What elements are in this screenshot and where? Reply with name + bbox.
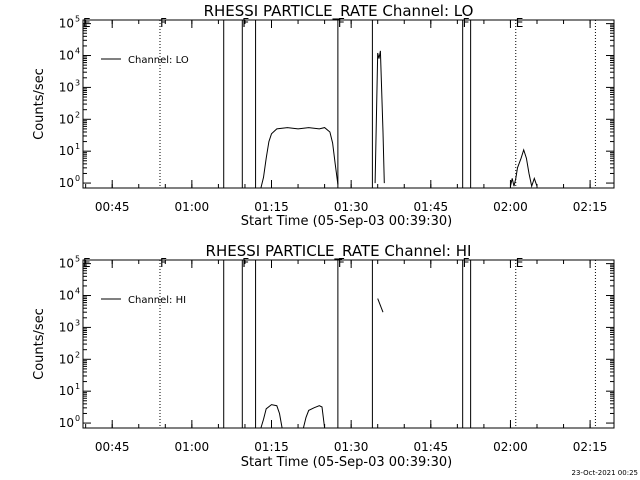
y-tick-exponent: 3 — [75, 318, 80, 327]
flag-label: F — [338, 256, 345, 270]
y-tick-exponent: 4 — [75, 47, 80, 56]
y-tick-label: 10 — [59, 80, 74, 94]
x-tick-label: 01:00 — [175, 440, 210, 454]
series-line — [510, 148, 538, 189]
series-line — [374, 50, 385, 184]
footer-timestamp: 23-Oct-2021 00:25 — [571, 469, 638, 477]
chart-title: RHESSI PARTICLE_RATE Channel: LO — [204, 2, 474, 21]
series-line — [260, 404, 283, 429]
y-tick-exponent: 2 — [75, 350, 80, 359]
y-tick-label: 10 — [59, 176, 74, 190]
flag-label: E — [83, 256, 91, 270]
x-tick-label: 01:00 — [175, 200, 210, 214]
flag-label: F — [463, 256, 470, 270]
y-axis-label: Counts/sec — [32, 308, 47, 380]
y-tick-label: 10 — [59, 112, 74, 126]
x-tick-label: 01:30 — [334, 440, 369, 454]
legend-label: Channel: LO — [128, 55, 189, 66]
x-tick-label: 02:00 — [493, 200, 528, 214]
x-tick-label: 01:45 — [414, 440, 449, 454]
y-tick-label: 10 — [59, 257, 74, 271]
flag-label: F — [160, 256, 167, 270]
x-tick-label: 00:45 — [95, 440, 130, 454]
series-line — [377, 298, 384, 313]
x-axis-label: Start Time (05-Sep-03 00:39:30) — [241, 455, 452, 470]
flag-label: F — [242, 16, 249, 30]
y-tick-label: 10 — [59, 352, 74, 366]
y-tick-exponent: 0 — [75, 174, 80, 183]
x-tick-label: 01:30 — [334, 200, 369, 214]
y-tick-exponent: 0 — [75, 414, 80, 423]
y-tick-label: 10 — [59, 289, 74, 303]
y-tick-exponent: 5 — [75, 255, 80, 264]
flag-label: E — [83, 16, 91, 30]
legend-label: Channel: HI — [128, 295, 186, 306]
flag-label: F — [338, 16, 345, 30]
y-tick-label: 10 — [59, 17, 74, 31]
y-tick-label: 10 — [59, 49, 74, 63]
flag-label: F — [160, 16, 167, 30]
flag-label: F — [242, 256, 249, 270]
x-tick-label: 00:45 — [95, 200, 130, 214]
y-tick-exponent: 4 — [75, 287, 80, 296]
chart-hi-channel: RHESSI PARTICLE_RATE Channel: HIE F F F F E00… — [32, 242, 615, 470]
flag-label: E — [516, 16, 524, 30]
x-tick-label: 01:15 — [254, 440, 289, 454]
y-tick-label: 10 — [59, 144, 74, 158]
y-tick-exponent: 1 — [75, 142, 80, 151]
y-tick-label: 10 — [59, 384, 74, 398]
x-tick-label: 02:15 — [573, 200, 608, 214]
x-tick-label: 01:15 — [254, 200, 289, 214]
y-tick-exponent: 3 — [75, 78, 80, 87]
x-tick-label: 02:00 — [493, 440, 528, 454]
y-tick-label: 10 — [59, 320, 74, 334]
y-axis-label: Counts/sec — [32, 68, 47, 140]
y-tick-label: 10 — [59, 416, 74, 430]
series-line — [260, 127, 339, 189]
y-tick-exponent: 5 — [75, 15, 80, 24]
x-tick-label: 02:15 — [573, 440, 608, 454]
series-line — [302, 405, 326, 429]
chart-title: RHESSI PARTICLE_RATE Channel: HI — [206, 242, 472, 261]
y-tick-exponent: 1 — [75, 382, 80, 391]
chart-lo-channel: RHESSI PARTICLE_RATE Channel: LOE F F F F E00… — [32, 2, 615, 229]
x-tick-label: 01:45 — [414, 200, 449, 214]
y-tick-exponent: 2 — [75, 110, 80, 119]
flag-label: F — [463, 16, 470, 30]
flag-label: E — [516, 256, 524, 270]
plot-frame — [82, 19, 615, 189]
plot-frame — [82, 259, 615, 429]
x-axis-label: Start Time (05-Sep-03 00:39:30) — [241, 214, 452, 229]
